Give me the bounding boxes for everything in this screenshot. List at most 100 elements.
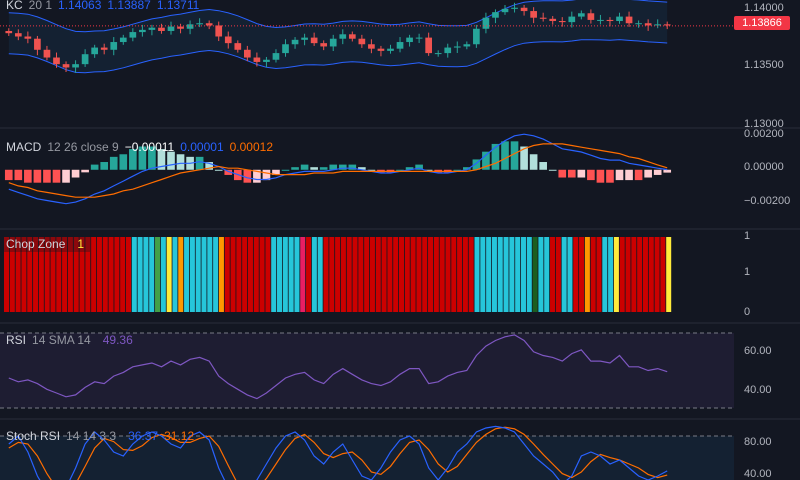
macd-histogram-bar — [90, 164, 99, 170]
chop-zone-bar — [433, 237, 439, 312]
candle-body — [186, 24, 194, 29]
macd-histogram-bar — [119, 154, 128, 170]
stoch-d-line — [8, 426, 668, 480]
chop-zone-bar — [317, 237, 323, 312]
kc-lower-band — [8, 39, 668, 74]
macd-legend[interactable]: MACD 12 26 close 9 −0.00011 0.00001 0.00… — [0, 139, 279, 155]
chop-zone-bar — [346, 237, 352, 312]
macd-histogram-bar — [396, 169, 404, 171]
chop-zone-bar — [462, 237, 468, 312]
candle-body — [329, 38, 337, 47]
macd-histogram-bar — [329, 164, 338, 170]
chop-zone-name: Chop Zone — [6, 237, 66, 251]
macd-histogram-bar — [615, 169, 624, 181]
chop-zone-bar — [50, 237, 56, 312]
chop-zone-bar — [259, 237, 265, 312]
chop-zone-bar — [648, 237, 654, 312]
kc-lower-value: 1.13711 — [156, 0, 200, 12]
chop-zone-bar — [207, 237, 213, 312]
chop-zone-bar — [230, 237, 236, 312]
chop-zone-bar — [393, 237, 399, 312]
kc-legend[interactable]: KC 20 1 1.14063 1.13887 1.13711 — [0, 0, 205, 13]
candle-body — [14, 33, 22, 37]
candle-body — [348, 34, 356, 39]
candle-body — [263, 59, 270, 62]
macd-histogram-bar — [4, 169, 13, 181]
chop-zone-bar — [306, 237, 312, 312]
chop-zone-bar — [555, 237, 561, 312]
chop-zone-bar — [340, 237, 346, 312]
chop-zone-bar — [497, 237, 503, 312]
candle-body — [43, 49, 51, 58]
chop-zone-bar — [160, 237, 166, 312]
macd-histogram-bar — [634, 169, 643, 181]
macd-histogram-bar — [33, 169, 42, 183]
chop-zone-bar — [195, 237, 201, 312]
candle-body — [5, 30, 13, 34]
chop-zone-bar — [520, 237, 526, 312]
macd-histogram-bar — [167, 151, 175, 170]
candle-body — [196, 23, 203, 25]
chop-zone-bar — [387, 237, 393, 312]
stoch-rsi-legend[interactable]: Stoch RSI 14 14 3 3 36.37 31.12 — [0, 428, 200, 444]
macd-histogram-bar — [653, 169, 662, 175]
candle-body — [310, 37, 318, 44]
macd-histogram-bar — [71, 169, 80, 178]
candle-body — [215, 25, 223, 37]
chop-zone-bar — [474, 237, 480, 312]
candle-body — [635, 23, 642, 25]
candle-body — [205, 23, 213, 26]
chop-zone-bar — [15, 237, 21, 312]
chop-zone-bar — [4, 237, 10, 312]
chop-zone-bar — [155, 237, 161, 312]
macd-histogram-bar — [291, 167, 299, 170]
chop-zone-bar — [131, 237, 137, 312]
macd-histogram-bar — [24, 169, 32, 183]
candle-body — [434, 53, 442, 55]
macd-histogram-bar — [415, 164, 423, 170]
chop-zone-bar — [213, 237, 219, 312]
stoch-d-value: 31.12 — [164, 429, 195, 443]
candle-body — [425, 37, 432, 54]
candle-body — [387, 48, 394, 51]
chop-zone-bar — [201, 237, 207, 312]
macd-histogram-bar — [195, 156, 204, 170]
candle-body — [358, 38, 366, 45]
rsi-legend[interactable]: RSI 14 SMA 14 49.36 — [0, 332, 139, 348]
macd-histogram-bar — [663, 169, 672, 173]
chop-zone-bar — [602, 237, 608, 312]
chop-zone-bar — [102, 237, 108, 312]
chop-zone-bar — [660, 237, 666, 312]
candle-body — [654, 24, 662, 26]
macd-line-value: 0.00001 — [180, 140, 224, 154]
macd-histogram-bar — [310, 167, 318, 170]
chop-zone-bar — [114, 237, 120, 312]
macd-histogram-bar — [14, 169, 23, 181]
chop-zone-bar — [625, 237, 631, 312]
chop-zone-bar — [532, 237, 538, 312]
chop-zone-bar — [27, 237, 33, 312]
macd-histogram-bar — [482, 151, 490, 170]
candle-body — [91, 47, 98, 55]
candle-body — [568, 16, 576, 23]
chop-zone-bar — [561, 237, 567, 312]
candle-body — [62, 64, 70, 68]
chop-zone-bar — [358, 237, 364, 312]
macd-histogram-bar — [129, 149, 137, 170]
macd-histogram-bar — [272, 169, 280, 175]
chop-zone-bar — [439, 237, 445, 312]
macd-histogram-bar — [148, 146, 156, 170]
candle-body — [139, 29, 146, 33]
candle-body — [234, 43, 242, 50]
candle-body — [597, 19, 604, 21]
chop-zone-bar — [253, 237, 259, 312]
macd-histogram-bar — [157, 149, 166, 170]
chop-zone-bar — [125, 237, 131, 312]
chop-zone-bar — [503, 237, 509, 312]
chop-axis-label: 1 — [744, 266, 751, 278]
candle-body — [444, 47, 452, 54]
chop-zone-bar — [364, 237, 370, 312]
chop-zone-legend[interactable]: Chop Zone 1 — [0, 236, 91, 252]
chop-zone-bar — [242, 237, 248, 312]
